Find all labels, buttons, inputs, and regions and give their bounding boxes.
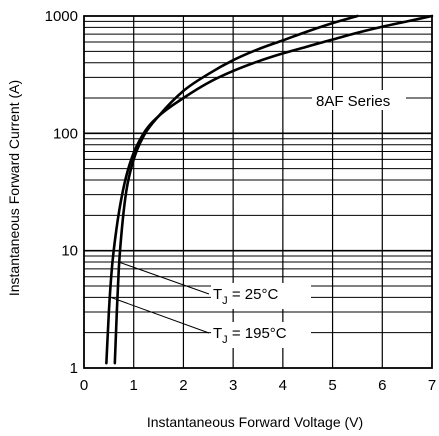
x-tick-label: 2 — [179, 377, 187, 394]
annotation-leader-line — [110, 296, 210, 334]
series-label-background — [312, 90, 406, 110]
series-label: 8AF Series — [316, 93, 390, 110]
annotation-label-background — [211, 322, 311, 348]
x-axis-label: Instantaneous Forward Voltage (V) — [147, 414, 363, 430]
annotations: TJ = 25°C TJ = 195°C — [110, 261, 311, 348]
y-tick-label: 100 — [53, 125, 78, 142]
series-line-tj-25c — [113, 14, 359, 365]
series-line-tj-195c — [105, 14, 434, 365]
curves — [105, 14, 434, 365]
y-tick-label: 1 — [70, 360, 78, 377]
annotation-label-tj-25c: TJ = 25°C — [213, 286, 278, 307]
x-tick-label: 5 — [328, 377, 336, 394]
annotation-label-background — [211, 283, 311, 309]
annotation-label-tj-195c: TJ = 195°C — [213, 325, 287, 346]
x-tick-label: 4 — [279, 377, 287, 394]
y-axis-label: Instantaneous Forward Current (A) — [6, 80, 22, 296]
x-tick-label: 1 — [130, 377, 138, 394]
y-tick-label: 1000 — [45, 8, 78, 25]
x-tick-label: 3 — [229, 377, 237, 394]
plot-frame — [83, 15, 433, 369]
x-tick-label: 0 — [80, 377, 88, 394]
y-tick-label: 10 — [61, 243, 78, 260]
annotation-leader-line — [118, 261, 210, 295]
x-tick-label: 7 — [428, 377, 436, 394]
x-tick-label: 6 — [378, 377, 386, 394]
